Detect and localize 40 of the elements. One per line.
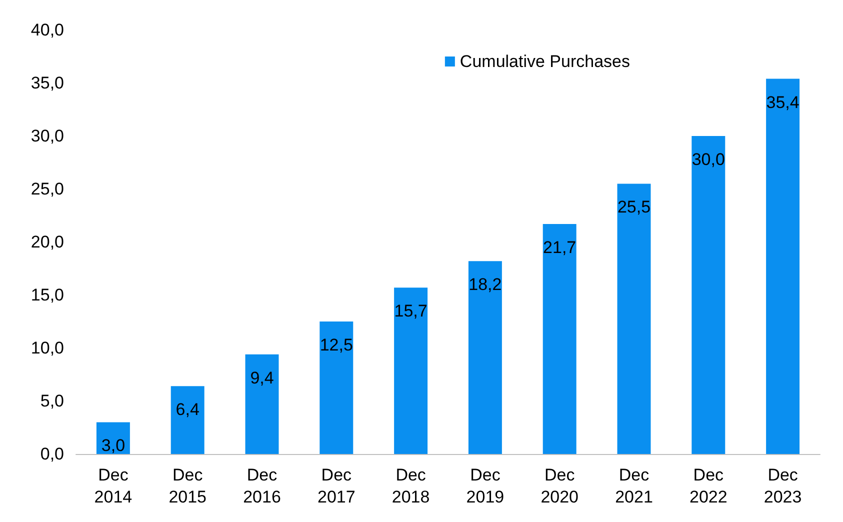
x-tick-label: Dec 2022 bbox=[689, 466, 728, 506]
y-tick-label: 20,0 bbox=[30, 232, 64, 252]
data-label: 21,7 bbox=[543, 238, 576, 257]
x-tick-label: Dec 2019 bbox=[466, 466, 504, 506]
bar bbox=[320, 322, 354, 454]
data-label: 9,4 bbox=[250, 368, 274, 388]
data-label: 35,4 bbox=[766, 92, 800, 112]
legend-label: Cumulative Purchases bbox=[460, 52, 630, 71]
y-tick-label: 35,0 bbox=[30, 74, 64, 92]
bar bbox=[245, 354, 279, 454]
y-tick-label: 10,0 bbox=[30, 338, 64, 358]
bar bbox=[617, 184, 651, 454]
x-tick-label: Dec 2020 bbox=[540, 466, 579, 506]
data-label: 30,0 bbox=[692, 150, 725, 169]
data-label: 6,4 bbox=[176, 400, 200, 420]
y-tick-label: 40,0 bbox=[30, 20, 64, 40]
data-label: 3,0 bbox=[101, 436, 126, 456]
bar bbox=[170, 386, 204, 454]
y-tick-label: 0,0 bbox=[40, 444, 64, 464]
y-tick-label: 30,0 bbox=[30, 126, 64, 146]
data-label: 12,5 bbox=[320, 336, 353, 354]
x-tick-label: Dec 2017 bbox=[317, 466, 356, 506]
data-label: 18,2 bbox=[468, 275, 502, 294]
x-tick-label: Dec 2016 bbox=[243, 466, 281, 506]
bar bbox=[542, 224, 576, 454]
y-tick-label: 15,0 bbox=[30, 286, 64, 304]
x-tick-label: Dec 2018 bbox=[392, 466, 430, 506]
data-label: 15,7 bbox=[394, 302, 428, 321]
bar bbox=[766, 78, 800, 454]
bar bbox=[468, 261, 502, 454]
x-tick-label: Dec 2015 bbox=[168, 466, 207, 506]
x-tick-label: Dec 2023 bbox=[764, 466, 802, 506]
bar bbox=[692, 136, 726, 454]
x-tick-label: Dec 2014 bbox=[94, 466, 132, 506]
bar bbox=[96, 422, 130, 454]
y-tick-label: 5,0 bbox=[40, 392, 64, 410]
bar bbox=[394, 288, 428, 454]
data-label: 25,5 bbox=[617, 198, 651, 217]
x-tick-label: Dec 2021 bbox=[615, 466, 653, 506]
y-tick-label: 25,0 bbox=[30, 180, 64, 198]
